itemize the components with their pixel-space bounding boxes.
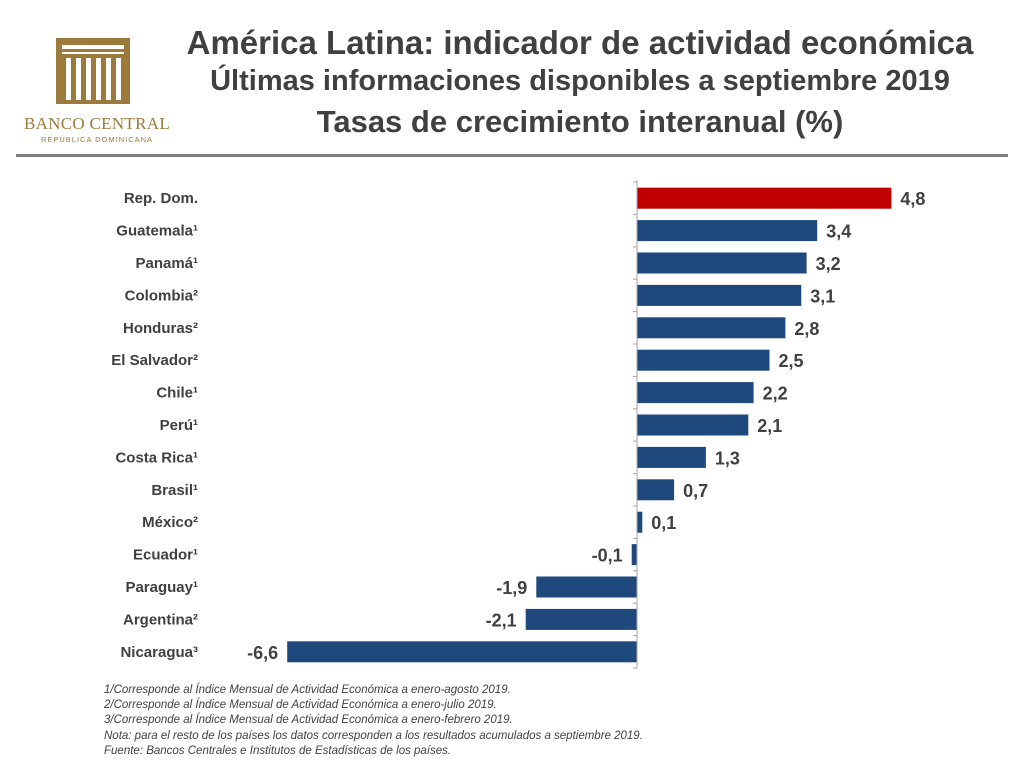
category-label-13: Argentina² xyxy=(123,611,198,628)
header-divider xyxy=(16,154,1008,157)
value-label-7: 2,1 xyxy=(757,416,782,436)
category-label-9: Brasil¹ xyxy=(151,482,198,499)
value-label-10: 0,1 xyxy=(651,513,676,533)
bar-10 xyxy=(637,511,643,533)
value-label-5: 2,5 xyxy=(779,351,804,371)
category-label-6: Chile¹ xyxy=(156,385,198,402)
category-label-7: Perú¹ xyxy=(160,417,198,434)
bar-5 xyxy=(637,349,770,371)
bar-7 xyxy=(637,414,749,436)
category-label-1: Guatemala¹ xyxy=(116,223,198,240)
category-label-3: Colombia² xyxy=(125,287,198,304)
bar-chart: Rep. Dom. 4,8 Guatemala¹ 3,4 Panamá¹ 3,2 Colom… xyxy=(111,180,925,669)
value-label-8: 1,3 xyxy=(715,448,740,468)
value-label-9: 0,7 xyxy=(683,481,708,501)
value-label-2: 3,2 xyxy=(816,254,841,274)
footnote-1: 1/Corresponde al Índice Mensual de Activ… xyxy=(104,684,511,696)
bar-14 xyxy=(287,641,637,663)
logo-subtitle: REPÚBLICA DOMINICANA xyxy=(40,135,154,144)
category-label-4: Honduras² xyxy=(123,320,198,337)
category-label-10: México² xyxy=(142,514,198,531)
bar-3 xyxy=(637,284,802,306)
value-label-1: 3,4 xyxy=(826,222,851,242)
bar-2 xyxy=(637,252,807,274)
category-label-12: Paraguay¹ xyxy=(125,579,198,596)
category-label-8: Costa Rica¹ xyxy=(115,449,198,466)
value-label-6: 2,2 xyxy=(763,384,788,404)
logo-name: BANCO CENTRAL xyxy=(23,114,171,133)
category-label-0: Rep. Dom. xyxy=(124,190,198,207)
chart-title-line2: Últimas informaciones disponibles a sept… xyxy=(210,65,950,97)
bar-8 xyxy=(637,446,706,468)
value-label-11: -0,1 xyxy=(592,546,623,566)
category-label-14: Nicaragua³ xyxy=(120,644,198,661)
category-label-11: Ecuador¹ xyxy=(133,547,198,564)
bar-11 xyxy=(631,544,637,566)
category-label-2: Panamá¹ xyxy=(135,255,198,272)
bar-1 xyxy=(637,220,818,242)
value-label-14: -6,6 xyxy=(247,643,278,663)
bar-12 xyxy=(536,576,637,598)
bar-0 xyxy=(637,187,892,209)
value-label-12: -1,9 xyxy=(496,578,527,598)
chart-title-line1: América Latina: indicador de actividad e… xyxy=(186,24,974,61)
banco-central-logo: BANCO CENTRAL REPÚBLICA DOMINICANA xyxy=(14,36,172,146)
bar-13 xyxy=(525,608,637,630)
value-label-3: 3,1 xyxy=(810,286,835,306)
value-label-13: -2,1 xyxy=(486,610,517,630)
value-label-0: 4,8 xyxy=(900,189,925,209)
footnote-2: 2/Corresponde al Índice Mensual de Activ… xyxy=(104,699,497,712)
footnotes: 1/Corresponde al Índice Mensual de Activ… xyxy=(104,683,643,759)
footnote-nota: Nota: para el resto de los países los da… xyxy=(104,729,643,742)
chart-title-line3: Tasas de crecimiento interanual (%) xyxy=(316,104,844,139)
building-icon xyxy=(56,38,130,104)
footnote-3: 3/Corresponde al Índice Mensual de Activ… xyxy=(104,714,513,727)
bar-4 xyxy=(637,317,786,339)
footnote-fuente: Fuente: Bancos Centrales e Institutos de… xyxy=(104,744,452,757)
value-label-4: 2,8 xyxy=(794,319,819,339)
bar-9 xyxy=(637,479,675,501)
category-label-5: El Salvador² xyxy=(111,352,198,369)
bar-6 xyxy=(637,382,754,404)
